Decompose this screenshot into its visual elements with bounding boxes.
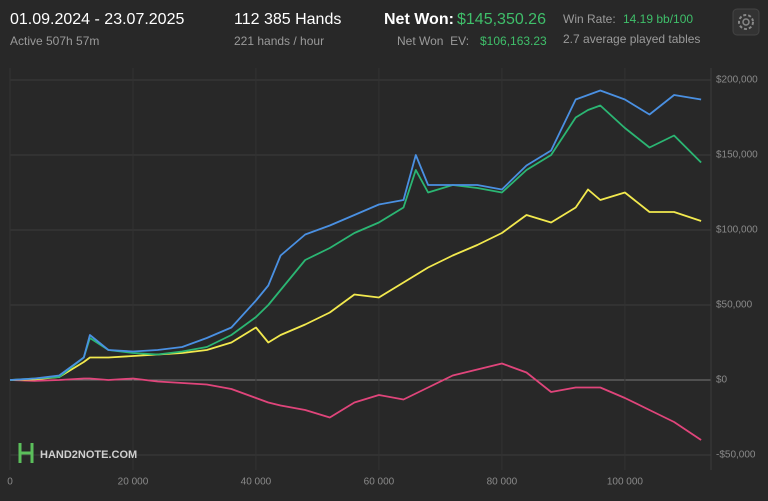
y-tick-label: -$50,000 [716, 450, 756, 461]
y-tick-label: $200,000 [716, 75, 758, 86]
x-tick-label: 80 000 [487, 477, 518, 488]
y-tick-label: $100,000 [716, 225, 758, 236]
x-tick-label: 40 000 [241, 477, 272, 488]
net-won-ev-label: Net Won EV: [397, 34, 469, 48]
net-won-label: Net Won: [384, 11, 454, 28]
logo-icon [18, 443, 34, 463]
series-line [9, 362, 702, 441]
gear-center [742, 18, 750, 26]
gear-icon[interactable] [738, 14, 754, 30]
date-range: 01.09.2024 - 23.07.2025 [10, 11, 184, 28]
active-time: Active 507h 57m [10, 34, 99, 48]
series-line [9, 188, 702, 381]
tables: 2.7 average played tables [563, 32, 700, 46]
hands: 112 385 Hands [234, 11, 341, 28]
y-tick-label: $150,000 [716, 150, 758, 161]
net-won: $145,350.26 [457, 11, 546, 28]
settings-frame[interactable] [732, 8, 760, 36]
series-line [9, 89, 702, 381]
win-rate-label: Win Rate: [563, 12, 616, 26]
hands-per-hour: 221 hands / hour [234, 34, 324, 48]
settings-button[interactable] [732, 8, 760, 36]
watermark: HAND2NOTE.COM [40, 449, 137, 461]
x-tick-label: 0 [7, 477, 13, 488]
y-tick-label: $0 [716, 375, 728, 386]
y-tick-label: $50,000 [716, 300, 753, 311]
x-tick-label: 20 000 [118, 477, 149, 488]
logo: HAND2NOTE.COM [18, 443, 137, 463]
x-tick-label: 60 000 [364, 477, 395, 488]
win-rate: 14.19 bb/100 [623, 12, 693, 26]
plot: -$50,000 $0 $50,000 $100,000 $150,000 $200,00… [7, 68, 758, 488]
net-won-ev: $106,163.23 [480, 34, 547, 48]
x-tick-label: 100 000 [607, 477, 644, 488]
